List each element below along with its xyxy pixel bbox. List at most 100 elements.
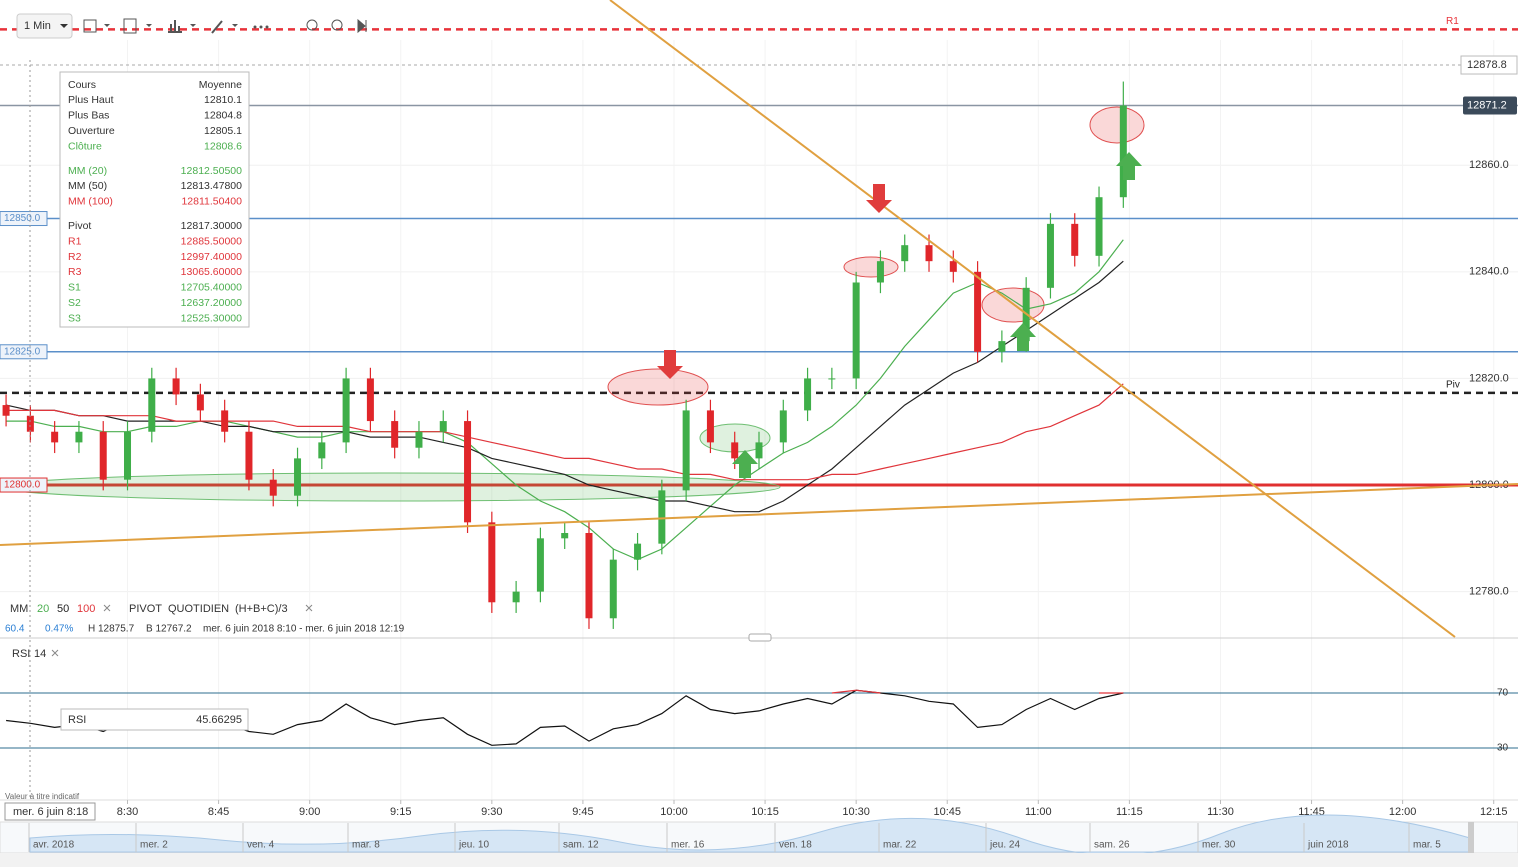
tool-icon[interactable] xyxy=(83,19,97,33)
candle-body xyxy=(561,532,569,539)
candle-body xyxy=(828,378,836,380)
tooltip-value: 12811.50400 xyxy=(181,196,242,208)
moving-average xyxy=(6,239,1124,561)
candle-body xyxy=(852,282,860,379)
info-range: mer. 6 juin 2018 8:10 - mer. 6 juin 2018… xyxy=(203,624,405,635)
candle-body xyxy=(99,431,107,480)
close-icon[interactable] xyxy=(103,604,111,612)
tool-icon[interactable] xyxy=(253,25,257,29)
x-tick-label: 11:00 xyxy=(1025,806,1052,818)
legend-pivot-type: QUOTIDIEN xyxy=(168,603,229,615)
cursor-label: mer. 6 juin 8:18 xyxy=(13,806,88,818)
zoom-in[interactable] xyxy=(331,19,343,31)
candle-body xyxy=(391,421,399,448)
tooltip-value: 12637.20000 xyxy=(181,297,242,309)
tool-icon[interactable] xyxy=(123,18,137,34)
zoom-out[interactable] xyxy=(306,19,318,31)
x-tick-label: 10:15 xyxy=(751,806,779,818)
info-low: B 12767.2 xyxy=(146,624,192,635)
trend-line xyxy=(609,0,1456,638)
legend-pivot: PIVOT xyxy=(129,603,162,615)
tooltip-value: 12804.8 xyxy=(204,110,242,122)
tooltip-label: Pivot xyxy=(68,220,91,232)
support-zone xyxy=(0,472,781,502)
tool-icon xyxy=(265,25,269,29)
candle-body xyxy=(148,378,156,432)
resize-handle[interactable] xyxy=(748,633,772,642)
tooltip-value: 12813.47800 xyxy=(181,180,242,192)
close-icon[interactable] xyxy=(51,649,59,657)
tool-icon xyxy=(259,25,263,29)
x-tick-label: 11:30 xyxy=(1207,806,1234,818)
tooltip-label: MM (50) xyxy=(68,180,107,192)
cursor-note: Valeur à titre indicatif xyxy=(5,792,80,801)
tooltip-label: Ouverture xyxy=(68,125,115,137)
annotations xyxy=(0,106,1145,502)
navigator-label: sam. 12 xyxy=(563,840,599,851)
tooltip-value: 12808.6 xyxy=(204,140,242,152)
arrow-down xyxy=(657,350,683,379)
tooltip-label: S1 xyxy=(68,282,81,294)
resistance-zone xyxy=(607,368,709,406)
level-tag xyxy=(1460,55,1518,75)
candle-body xyxy=(658,490,666,544)
trend-lines xyxy=(0,0,1518,638)
tooltip-label: S3 xyxy=(68,312,81,324)
tooltip-value: 12817.30000 xyxy=(181,220,242,232)
interval-button[interactable] xyxy=(16,13,73,39)
x-tick-label: 10:45 xyxy=(933,806,961,818)
tooltip-value: 12997.40000 xyxy=(181,251,242,263)
candle-body xyxy=(585,532,593,619)
candle-body xyxy=(731,442,739,459)
candle-body xyxy=(1046,223,1054,288)
candle-body xyxy=(998,341,1006,352)
candle-body xyxy=(124,431,132,480)
arrow-down xyxy=(866,184,892,213)
level-label: R1 xyxy=(1446,16,1459,27)
legend-label: MM xyxy=(10,603,28,615)
tooltip-label: Clôture xyxy=(68,140,102,152)
tool-icon[interactable] xyxy=(168,20,182,33)
navigator-label: avr. 2018 xyxy=(33,840,75,851)
tooltip-label: R1 xyxy=(68,235,82,247)
x-tick-label: 9:45 xyxy=(572,806,593,818)
legend-pivot-formula: (H+B+C)/3 xyxy=(235,603,288,615)
navigator-handle[interactable] xyxy=(1468,822,1474,853)
rsi-panel: 30 70 xyxy=(0,688,1518,754)
dropdown-icon xyxy=(104,24,110,27)
dropdown-icon xyxy=(60,24,68,28)
candle-body xyxy=(706,410,714,443)
moving-average xyxy=(6,383,1124,481)
rsi-cursor-value: 45.66295 xyxy=(196,714,242,726)
navigator-label: mar. 8 xyxy=(352,840,380,851)
candle-body xyxy=(634,543,642,560)
y-tick-label: 12840.0 xyxy=(1469,266,1509,278)
y-tick-label: 12780.0 xyxy=(1469,586,1509,598)
tool-icon[interactable] xyxy=(211,20,223,34)
toolbar: 1 Min xyxy=(16,13,367,39)
level-tag xyxy=(0,211,48,227)
navigator-label: mar. 22 xyxy=(883,840,917,851)
navigator-label: ven. 4 xyxy=(247,840,275,851)
tooltip-value: 13065.60000 xyxy=(181,266,242,278)
candle-body xyxy=(949,261,957,272)
candle-body xyxy=(196,394,204,411)
tooltip-value: 12705.40000 xyxy=(181,282,242,294)
grid-layer xyxy=(0,40,1518,800)
x-tick-label: 9:00 xyxy=(299,806,320,818)
candle-body xyxy=(366,378,374,422)
y-tick-label: 12860.0 xyxy=(1469,159,1509,171)
candle-body xyxy=(221,410,229,432)
dropdown-icon xyxy=(146,24,152,27)
go-end[interactable] xyxy=(357,18,367,34)
candle-body xyxy=(536,538,544,592)
tooltip-value: 12805.1 xyxy=(204,125,242,137)
rsi-tick-label: 30 xyxy=(1497,743,1509,754)
candle-body xyxy=(2,405,10,416)
x-tick-label: 12:15 xyxy=(1480,806,1508,818)
tooltip-value: 12885.50000 xyxy=(181,235,242,247)
level-label: 12871.2 xyxy=(1467,99,1507,111)
level-tag xyxy=(0,477,48,493)
close-icon[interactable] xyxy=(305,604,313,612)
